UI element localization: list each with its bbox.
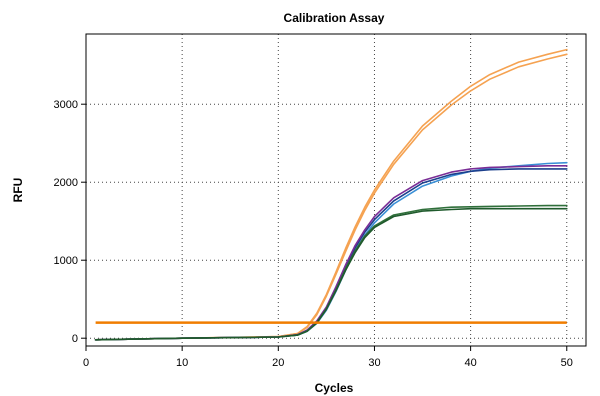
x-tick-label: 10 xyxy=(176,357,188,369)
y-tick-label: 3000 xyxy=(54,99,78,111)
series-line-3 xyxy=(94,161,568,341)
series-line-2 xyxy=(94,53,568,341)
series-line-7 xyxy=(94,207,568,341)
x-tick-label: 0 xyxy=(83,357,89,369)
y-tick-label: 2000 xyxy=(54,177,78,189)
series-line-6 xyxy=(94,204,568,341)
x-axis-label: Cycles xyxy=(315,381,354,395)
x-tick-label: 20 xyxy=(272,357,284,369)
y-tick-label: 1000 xyxy=(54,255,78,267)
x-tick-label: 40 xyxy=(464,357,476,369)
series-line-5 xyxy=(94,165,568,341)
axis-ticks: 0 10 20 30 40 50 0 1000 2000 3000 xyxy=(54,99,573,369)
chart-title: Calibration Assay xyxy=(284,11,385,25)
grid xyxy=(86,34,586,346)
x-tick-label: 50 xyxy=(561,357,573,369)
series-group xyxy=(94,48,568,341)
plot-frame xyxy=(85,33,587,347)
y-tick-label: 0 xyxy=(72,333,78,345)
y-axis-label: RFU xyxy=(11,178,25,203)
x-tick-label: 30 xyxy=(368,357,380,369)
series-line-4 xyxy=(94,168,568,341)
